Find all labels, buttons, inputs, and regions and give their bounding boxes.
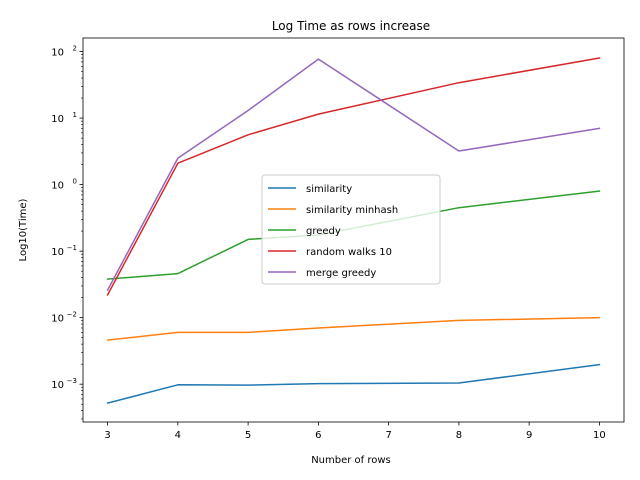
x-tick-label: 4 — [175, 430, 181, 441]
y-tick-exponent: 2 — [73, 45, 77, 53]
y-tick-base: 10 — [51, 114, 64, 125]
y-tick-exponent: 0 — [73, 178, 77, 186]
y-tick-exponent: −1 — [67, 244, 77, 252]
legend-label: random walks 10 — [306, 247, 392, 258]
x-tick-label: 7 — [385, 430, 391, 441]
x-tick-label: 10 — [593, 430, 606, 441]
legend-label: greedy — [306, 226, 341, 237]
y-tick-label: 10 — [51, 114, 64, 125]
legend-box — [261, 174, 441, 285]
legend-label: similarity minhash — [306, 205, 398, 216]
y-tick-label: 10 — [51, 48, 64, 59]
series-line-similarity — [106, 363, 601, 405]
x-tick-label: 8 — [456, 430, 462, 441]
legend: similarity similarity minhash greedy random… — [261, 174, 441, 285]
series-line-random-walks-10 — [106, 57, 601, 296]
y-tick-exponent: −3 — [67, 377, 77, 385]
y-tick-label: 10 — [51, 314, 64, 325]
legend-label: similarity — [306, 184, 352, 195]
x-tick-label: 5 — [245, 430, 251, 441]
y-tick-base: 10 — [51, 314, 64, 325]
series-line-merge-greedy — [106, 58, 601, 292]
y-tick-base: 10 — [51, 48, 64, 59]
series-line-similarity-minhash — [106, 316, 601, 341]
chart-title: Log Time as rows increase — [272, 19, 430, 33]
y-tick-label: 10 — [51, 181, 64, 192]
y-tick-base: 10 — [51, 247, 64, 258]
plot-area — [82, 37, 625, 423]
x-tick-label: 9 — [526, 430, 532, 441]
y-tick-label: 10 — [51, 247, 64, 258]
legend-label: merge greedy — [306, 268, 376, 279]
x-tick-label: 6 — [315, 430, 321, 441]
y-tick-exponent: −2 — [67, 311, 77, 319]
y-tick-label: 10 — [51, 380, 64, 391]
y-tick-base: 10 — [51, 181, 64, 192]
y-axis-label: Log10(Time) — [18, 198, 29, 261]
y-tick-base: 10 — [51, 380, 64, 391]
x-tick-label: 3 — [104, 430, 110, 441]
y-tick-exponent: 1 — [73, 111, 77, 119]
x-axis-label: Number of rows — [311, 455, 391, 466]
